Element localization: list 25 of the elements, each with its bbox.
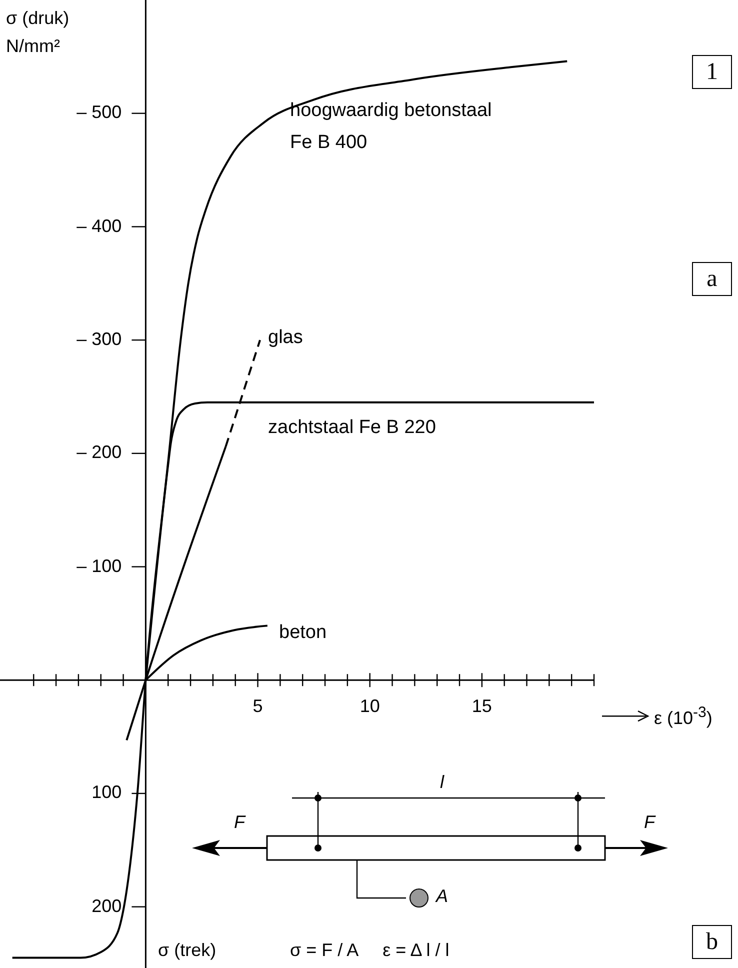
x-tick-label: 5 xyxy=(252,696,264,718)
annotation: σ (trek) xyxy=(158,940,216,962)
series-label: beton xyxy=(279,621,327,645)
text: F xyxy=(644,812,655,834)
series-label: zachtstaal Fe B 220 xyxy=(268,416,436,440)
series-label: glas xyxy=(268,326,303,350)
y-tick-label: – 300 xyxy=(76,329,122,351)
y-tick-label: – 200 xyxy=(76,442,122,464)
annotation: F xyxy=(234,812,245,834)
text: 1 xyxy=(692,55,732,89)
text: b xyxy=(692,925,732,959)
y-tick-label: – 100 xyxy=(76,556,122,578)
x-tick-label: 15 xyxy=(470,696,493,718)
y-tick-label: – 400 xyxy=(76,216,122,238)
text: a xyxy=(692,262,732,296)
y-tick-label: 200 xyxy=(90,896,122,918)
annotation: A xyxy=(436,886,448,908)
x-axis-title: ε (10$^{-3}$) xyxy=(654,704,712,730)
y-tick-label: 100 xyxy=(90,782,122,804)
y-axis-title: σ (druk) N/mm² xyxy=(6,7,70,58)
series-label: hoogwaardig betonstaal Fe B 400 xyxy=(290,99,492,155)
annotation: l xyxy=(440,772,444,794)
y-tick-label: – 500 xyxy=(76,102,122,124)
annotation: σ = F / A ε = Δ l / l xyxy=(290,940,450,962)
x-tick-label: 10 xyxy=(358,696,381,718)
